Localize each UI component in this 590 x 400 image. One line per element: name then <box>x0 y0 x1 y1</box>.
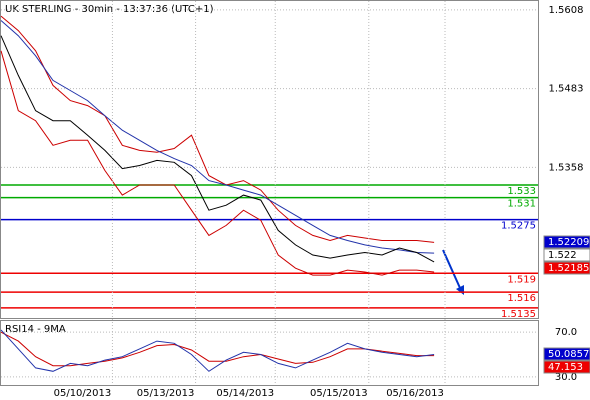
y-tick-label: 1.5358 <box>549 162 584 173</box>
y-tick-label: 70.0 <box>555 327 577 338</box>
series-line <box>0 15 435 243</box>
x-tick-label: 05/15/2013 <box>310 388 368 399</box>
price-panel <box>0 0 539 319</box>
value-box <box>543 248 590 262</box>
value-label: 1.52209 <box>548 237 589 248</box>
value-box <box>543 235 590 249</box>
y-tick-label: 30.0 <box>555 372 577 383</box>
x-tick-label: 05/16/2013 <box>386 388 444 399</box>
series-line <box>0 331 435 367</box>
value-label: 50.0857 <box>548 349 589 360</box>
rsi-panel <box>0 320 539 386</box>
level-label: 1.516 <box>507 293 536 304</box>
x-tick-label: 05/10/2013 <box>54 388 112 399</box>
value-label: 1.52185 <box>548 263 589 274</box>
level-label: 1.531 <box>507 199 536 210</box>
series-line <box>0 20 435 254</box>
level-label: 1.5275 <box>501 221 536 232</box>
level-label: 1.519 <box>507 274 536 285</box>
level-label: 1.533 <box>507 186 536 197</box>
value-box <box>543 360 590 374</box>
series-line <box>0 329 435 372</box>
y-tick-label: 1.5483 <box>549 84 584 95</box>
x-tick-label: 05/14/2013 <box>216 388 274 399</box>
level-label: 1.5135 <box>501 309 536 320</box>
x-tick-label: 05/13/2013 <box>137 388 195 399</box>
chart-title: RSI14 - 9MA <box>5 324 66 335</box>
value-box <box>543 347 590 361</box>
value-label: 1.522 <box>548 250 577 261</box>
forecast-arrow <box>442 249 461 289</box>
value-box <box>543 261 590 275</box>
value-label: 47.153 <box>548 362 583 373</box>
series-line <box>0 35 435 263</box>
series-line <box>0 50 435 276</box>
y-tick-label: 1.5608 <box>549 5 584 16</box>
